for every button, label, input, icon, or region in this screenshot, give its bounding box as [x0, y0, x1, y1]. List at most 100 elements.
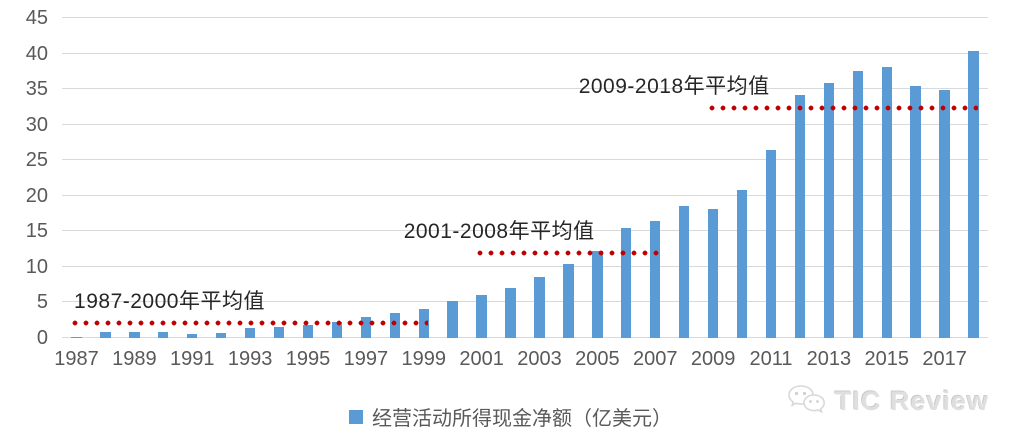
- gridline-5: [62, 301, 988, 303]
- average-line-2001-2007: [477, 249, 660, 256]
- gridline-25: [62, 159, 988, 161]
- x-axis-labels: 1987 1989 1991 1993 1995 1997 1999 2001 2003 2005…: [54, 348, 988, 374]
- x-tick-label-1993: 1993: [227, 348, 273, 370]
- bar-slot-2005: [583, 18, 612, 338]
- average-label-1987-1999: 1987-2000年平均值: [74, 289, 265, 313]
- x-slot-2018: [959, 348, 988, 374]
- x-slot-2001: 2001: [459, 348, 504, 374]
- gridline-0: [62, 337, 988, 338]
- bar-2012: [794, 94, 806, 338]
- bar-2017: [939, 89, 950, 338]
- bar-1989: [129, 331, 140, 338]
- x-tick-label-2005: 2005: [575, 348, 620, 370]
- x-tick-label-1987: 1987: [54, 348, 99, 370]
- gridline-10: [62, 265, 988, 267]
- x-slot-1991: 1991: [170, 348, 215, 374]
- average-line-2009-2018: [708, 105, 978, 112]
- x-slot-2011: 2011: [749, 348, 792, 374]
- bar-slot-2018: [959, 18, 988, 338]
- bar-series: [62, 18, 988, 338]
- bar-2010: [736, 190, 748, 338]
- bar-slot-1988: [91, 18, 120, 338]
- legend-label: 经营活动所得现金净额（亿美元）: [372, 408, 672, 430]
- x-tick-label-1989: 1989: [112, 348, 157, 370]
- x-tick-label-1999: 1999: [401, 348, 446, 370]
- x-slot-1995: 1995: [286, 348, 331, 374]
- bar-slot-2010: [728, 18, 757, 338]
- bar-2006: [621, 227, 632, 338]
- bar-2005: [592, 251, 603, 338]
- gridline-30: [62, 123, 988, 125]
- bar-2008: [678, 205, 690, 338]
- wechat-icon: [788, 385, 825, 414]
- bar-1995: [302, 324, 314, 338]
- bar-2011: [765, 150, 777, 338]
- bar-1991: [187, 334, 198, 338]
- bar-1996: [331, 322, 343, 338]
- bar-slot-1987: [62, 18, 91, 338]
- gridline-20: [62, 194, 988, 196]
- average-label-2001-2007: 2001-2008年平均值: [403, 219, 595, 243]
- average-label-2009-2018: 2009-2018年平均值: [578, 74, 770, 98]
- bar-slot-1991: [178, 18, 207, 338]
- bar-slot-2009: [699, 18, 728, 338]
- y-tick-label: 20: [25, 184, 48, 207]
- bar-slot-2000: [438, 18, 467, 338]
- y-tick-label: 45: [25, 7, 48, 29]
- gridline-15: [62, 230, 988, 232]
- bar-slot-1993: [236, 18, 265, 338]
- bar-slot-2006: [612, 18, 641, 338]
- watermark: TIC Review: [787, 384, 989, 418]
- y-tick-label: 35: [25, 78, 48, 101]
- x-slot-2005: 2005: [575, 348, 620, 374]
- bar-2016: [910, 86, 921, 338]
- x-slot-2017: 2017: [922, 348, 967, 374]
- bar-1993: [244, 328, 256, 338]
- bar-slot-2017: [930, 18, 959, 338]
- bar-2002: [505, 288, 516, 338]
- x-tick-label-1991: 1991: [169, 348, 215, 370]
- bar-slot-1989: [120, 18, 149, 338]
- x-tick-label-2011: 2011: [749, 348, 793, 370]
- y-tick-label: 25: [25, 149, 48, 172]
- bar-slot-2004: [554, 18, 583, 338]
- y-tick-label: 10: [25, 255, 48, 278]
- bar-2014: [852, 70, 863, 338]
- x-tick-label-2001: 2001: [459, 348, 504, 370]
- x-slot-2013: 2013: [807, 348, 852, 374]
- x-tick-label-2013: 2013: [806, 348, 852, 370]
- x-tick-label-2017: 2017: [922, 348, 967, 370]
- bar-slot-1995: [294, 18, 323, 338]
- x-slot-2003: 2003: [517, 348, 562, 374]
- x-tick-label-1997: 1997: [343, 348, 389, 370]
- bar-1988: [100, 332, 111, 338]
- y-tick-label: 30: [25, 113, 48, 136]
- legend: 经营活动所得现金净额（亿美元）: [0, 402, 1021, 431]
- x-slot-1989: 1989: [112, 348, 157, 374]
- x-slot-2007: 2007: [633, 348, 678, 374]
- bar-2007: [650, 220, 661, 338]
- gridline-45: [62, 17, 988, 18]
- bar-slot-1997: [351, 18, 380, 338]
- bar-2001: [476, 295, 487, 338]
- bar-2003: [534, 276, 545, 338]
- bar-2004: [563, 264, 574, 338]
- x-slot-1997: 1997: [344, 348, 389, 374]
- bar-1987: [71, 337, 82, 338]
- watermark-text: TIC Review: [834, 385, 989, 416]
- bar-slot-2012: [785, 18, 814, 338]
- bar-slot-2016: [901, 18, 930, 338]
- bar-2009: [707, 208, 719, 338]
- bar-slot-1998: [380, 18, 409, 338]
- y-tick-label: 5: [36, 291, 48, 314]
- bar-1994: [273, 327, 285, 338]
- bar-2015: [881, 67, 892, 338]
- bar-slot-2015: [872, 18, 901, 338]
- gridline-40: [62, 52, 988, 54]
- bar-slot-2011: [757, 18, 786, 338]
- average-line-1987-1999: [72, 320, 429, 327]
- x-slot-1999: 1999: [401, 348, 446, 374]
- bar-slot-1992: [207, 18, 236, 338]
- x-slot-1987: 1987: [54, 348, 99, 374]
